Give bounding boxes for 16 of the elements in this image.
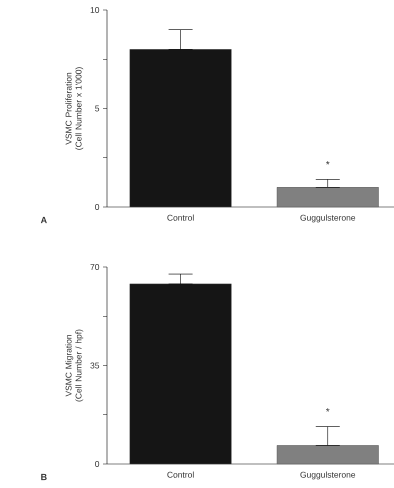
x-tick-label: Guggulsterone: [300, 214, 356, 222]
y-tick-label: 0: [95, 461, 100, 467]
y-tick-label: 5: [95, 106, 100, 112]
y-axis-title: VSMC Migration (Cell Number / hpf): [65, 330, 84, 402]
x-tick-label: Guggulsterone: [300, 472, 356, 480]
y-axis-title: VSMC Proliferation (Cell Number x 1'000): [65, 67, 84, 150]
x-tick-label: Control: [167, 472, 194, 478]
y-tick-label: 35: [90, 362, 100, 368]
annotation: *: [326, 408, 330, 412]
y-tick-label: 10: [90, 7, 100, 13]
x-tick-label: Control: [167, 214, 194, 221]
annotation: *: [326, 160, 330, 164]
text: A: [40, 216, 47, 224]
y-tick-label: 0: [95, 204, 100, 210]
text: B: [41, 474, 47, 480]
y-tick-label: 70: [90, 264, 100, 270]
